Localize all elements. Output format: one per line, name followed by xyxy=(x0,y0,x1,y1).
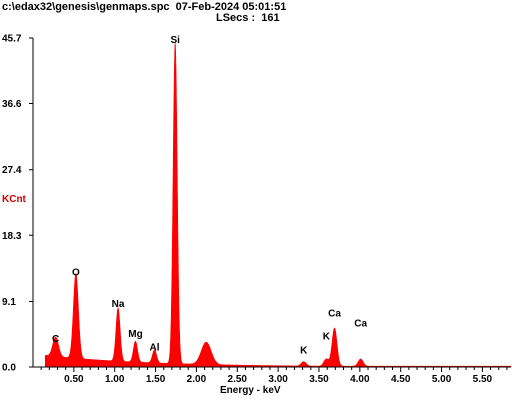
peak-label-k: K xyxy=(323,332,331,343)
y-tick-label: 36.6 xyxy=(2,99,22,110)
x-tick-label: 3.50 xyxy=(309,374,329,385)
y-tick-label: 9.1 xyxy=(2,297,16,308)
x-tick-label: 5.50 xyxy=(473,374,493,385)
x-tick-label: 4.00 xyxy=(350,374,370,385)
y-tick-label: 18.3 xyxy=(2,231,22,242)
axes-group: 0.0 9.1 18.3 27.4 36.6 45.7 0.50 1.00 1.50 2.00 2.… xyxy=(2,34,511,385)
y-tick-label: 45.7 xyxy=(2,34,22,45)
x-tick-label: 1.50 xyxy=(146,374,166,385)
x-tick-label: 4.50 xyxy=(391,374,411,385)
peak-label-ca: Ca xyxy=(328,309,341,320)
live-seconds-header: LSecs : 161 xyxy=(216,12,280,24)
spectrum-area xyxy=(44,43,512,368)
peak-label-si: Si xyxy=(170,35,180,46)
peak-label-c: C xyxy=(52,334,59,345)
peak-label-al: Al xyxy=(150,342,160,353)
peak-label-na: Na xyxy=(112,299,125,310)
peak-label-k: K xyxy=(300,345,308,356)
file-path-header: c:\edax32\genesis\genmaps.spc 07-Feb-202… xyxy=(2,1,287,13)
peak-label-mg: Mg xyxy=(128,329,142,340)
x-axis-label: Energy - keV xyxy=(220,385,281,396)
x-tick-label: 5.00 xyxy=(432,374,452,385)
x-tick-label: 2.00 xyxy=(187,374,207,385)
x-tick-label: 3.00 xyxy=(268,374,288,385)
y-axis-label: KCnt xyxy=(2,194,26,205)
peak-label-ca: Ca xyxy=(354,319,367,330)
x-tick-label: 2.50 xyxy=(228,374,248,385)
x-tick-label: 0.50 xyxy=(64,374,84,385)
peak-label-o: O xyxy=(72,268,80,279)
peak-labels-group: C O Na Mg Al Si K K Ca Ca xyxy=(52,35,367,356)
y-tick-label: 27.4 xyxy=(2,165,22,176)
y-tick-label: 0.0 xyxy=(2,363,16,374)
spectrum-area-group xyxy=(44,43,512,368)
x-tick-label: 1.00 xyxy=(105,374,125,385)
